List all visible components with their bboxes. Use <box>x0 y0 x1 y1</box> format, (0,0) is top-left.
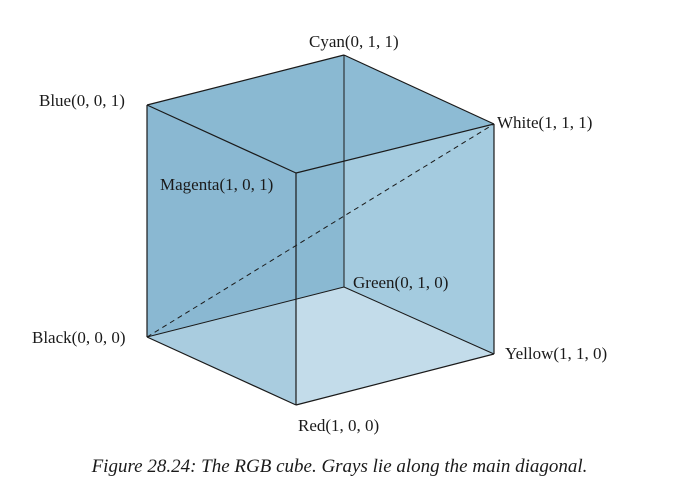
edge-blue-cyan <box>146 54 345 106</box>
figure-caption: Figure 28.24: The RGB cube. Grays lie al… <box>91 456 588 477</box>
edge-red-yellow <box>295 353 495 406</box>
vertex-label-yellow: Yellow(1, 1, 0) <box>505 344 607 363</box>
face-front-magenta-red <box>147 105 296 405</box>
edge-black-red <box>146 336 297 406</box>
vertex-label-black: Black(0, 0, 0) <box>32 328 125 347</box>
vertex-label-white: White(1, 1, 1) <box>497 113 592 132</box>
vertex-label-magenta: Magenta(1, 0, 1) <box>160 175 273 194</box>
edge-magenta-white <box>295 123 495 174</box>
gray-diagonal <box>146 123 495 338</box>
vertex-label-green: Green(0, 1, 0) <box>353 273 448 292</box>
vertex-label-cyan: Cyan(0, 1, 1) <box>309 32 399 51</box>
edge-cyan-white <box>343 54 495 125</box>
edge-green-yellow <box>343 286 495 355</box>
edge-black-green <box>146 286 345 338</box>
edge-blue-magenta <box>146 104 297 174</box>
face-bottom-black-red-yellow-green <box>147 287 494 405</box>
vertex-label-red: Red(1, 0, 0) <box>298 416 379 435</box>
vertex-label-blue: Blue(0, 0, 1) <box>39 91 125 110</box>
